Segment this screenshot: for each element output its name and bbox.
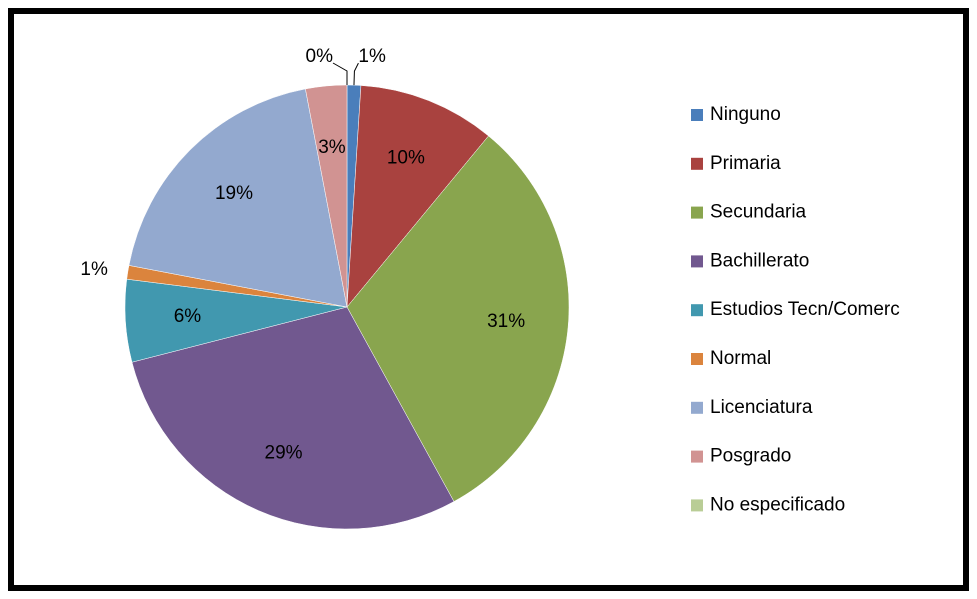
legend-swatch <box>691 255 703 268</box>
pie-slice <box>346 85 489 308</box>
legend-swatch <box>691 450 703 463</box>
legend-swatch <box>691 206 703 219</box>
leader-line <box>353 62 359 86</box>
legend-swatch <box>691 109 703 121</box>
leader-line <box>332 62 348 85</box>
data-label: 29% <box>265 443 303 464</box>
legend-swatch <box>691 401 703 414</box>
legend-label: Secundaria <box>710 202 807 223</box>
legend-label: Bachillerato <box>710 250 809 271</box>
data-label: 6% <box>174 306 202 327</box>
legend-label: Ninguno <box>710 104 781 125</box>
frame <box>8 8 969 591</box>
legend-swatch <box>691 304 703 317</box>
pie-slice <box>131 306 455 530</box>
data-label: 0% <box>306 46 334 67</box>
legend-swatch <box>691 353 703 365</box>
data-label: 1% <box>358 46 386 67</box>
legend-swatch <box>691 499 703 512</box>
data-label: 1% <box>80 259 108 280</box>
legend-label: Estudios Tecn/Comerc <box>710 299 900 320</box>
data-label: 19% <box>215 183 253 204</box>
legend-swatch <box>691 157 703 170</box>
legend-label: No especificado <box>710 494 845 515</box>
legend-label: Normal <box>710 348 771 369</box>
legend-label: Posgrado <box>710 446 791 467</box>
data-label: 3% <box>318 137 346 158</box>
legend-label: Licenciatura <box>710 397 813 418</box>
pie-slice <box>346 135 570 502</box>
data-label: 31% <box>487 311 525 332</box>
data-label: 10% <box>387 147 425 168</box>
pie-slice <box>128 88 348 308</box>
legend-label: Primaria <box>710 153 781 174</box>
